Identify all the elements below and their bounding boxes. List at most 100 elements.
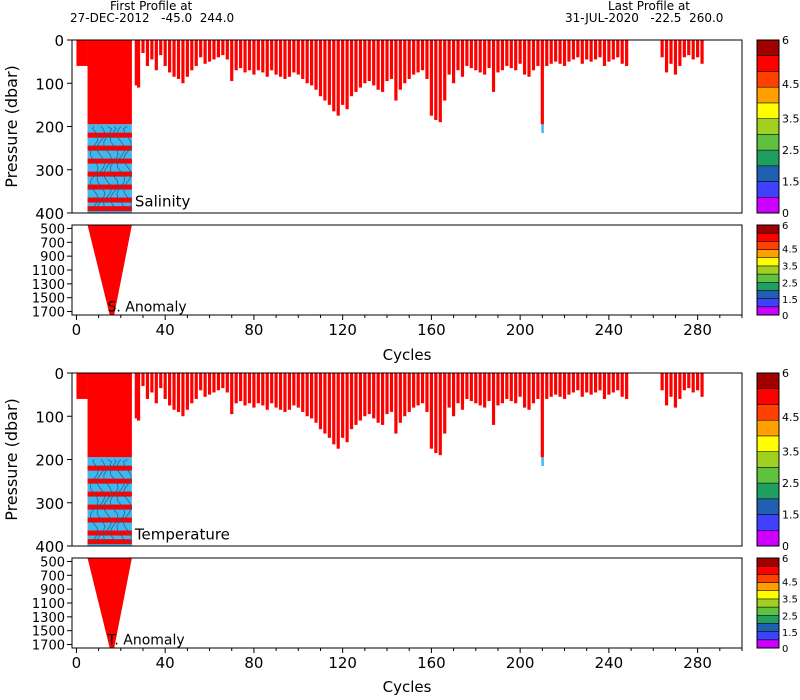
profile-bar (159, 373, 163, 389)
profile-bar (154, 373, 158, 404)
profile-bar (349, 40, 354, 97)
profile-bar (247, 40, 252, 71)
profile-bar (380, 40, 385, 92)
profile-bar (376, 373, 380, 423)
profile-bar (664, 40, 669, 73)
profile-bar (540, 40, 544, 125)
profile-bar (207, 373, 212, 395)
profile-bar (491, 373, 496, 425)
colorbar-upper-label: 2.5 (782, 477, 800, 490)
profile-bar (447, 373, 451, 408)
colorbar-swatch (756, 181, 780, 198)
profile-bar (522, 40, 527, 75)
colorbar-swatch (756, 574, 780, 583)
profile-bar (700, 373, 704, 397)
x-tick-label: 80 (244, 321, 263, 339)
profile-bar (292, 40, 296, 73)
profile-bar (150, 373, 154, 393)
profile-bar (509, 373, 513, 402)
colorbar-lower-label: 1.5 (782, 295, 798, 306)
profile-bar (447, 40, 451, 75)
profile-bar (616, 373, 620, 391)
profile-bar (318, 40, 323, 97)
profile-bar (168, 373, 172, 406)
profile-bar (598, 40, 602, 58)
colorbar-swatch (756, 404, 780, 421)
profile-bar (190, 40, 194, 71)
profile-bar (181, 373, 185, 417)
profile-bar (460, 373, 465, 410)
profile-bar (372, 40, 376, 86)
profile-bar (425, 373, 429, 412)
profile-bar (469, 373, 473, 402)
colorbar-swatch (756, 232, 780, 242)
early-red-stripe (87, 171, 132, 177)
colorbar-lower-label: 6 (782, 554, 788, 565)
profile-bar (389, 40, 394, 79)
profile-bar (571, 40, 575, 60)
profile-bar (434, 373, 438, 454)
upper-y-tick-label: 200 (35, 452, 64, 470)
profile-bar (270, 373, 274, 404)
profile-bar (678, 373, 682, 399)
profile-bar (465, 40, 469, 66)
colorbar-frame (756, 224, 780, 316)
profile-bar (332, 40, 336, 112)
colorbar-lower-label: 3.5 (782, 595, 798, 606)
profile-bar (420, 373, 425, 404)
colorbar-lower-label: 2.5 (782, 279, 798, 290)
profile-bar (669, 373, 673, 397)
profile-bar (403, 373, 407, 417)
profile-bar (456, 40, 460, 71)
lower-y-tick-label: 1100 (32, 597, 65, 612)
deep-profiles-block (87, 225, 132, 315)
profile-bar (239, 40, 243, 69)
colorbar-swatch (756, 257, 780, 267)
colorbar-upper-label: 2.5 (782, 144, 800, 157)
profile-bar (296, 40, 300, 75)
profile-bar (314, 40, 318, 90)
early-red-stripe (87, 530, 132, 536)
upper-y-tick-label: 400 (35, 538, 64, 556)
profile-bar (554, 373, 558, 395)
early-red-stripe (87, 491, 132, 497)
profile-bar (540, 373, 544, 458)
colorbar-swatch (756, 290, 780, 299)
profile-bar (168, 40, 172, 73)
profile-bar (172, 40, 176, 77)
early-red-stripe (87, 504, 132, 510)
colorbar-frame (756, 372, 780, 547)
colorbar-swatch (756, 598, 780, 608)
profile-bar (221, 373, 225, 389)
colorbar-swatch (756, 39, 780, 56)
profile-bar (394, 373, 398, 434)
profile-bar (567, 373, 571, 395)
profile-bar (256, 40, 260, 71)
early-profiles-red-block (87, 40, 132, 125)
early-profiles-red-block (87, 373, 132, 458)
profile-bar (416, 373, 420, 406)
profile-bar (301, 40, 305, 79)
profile-bar (239, 373, 243, 402)
profile-bar (687, 40, 691, 56)
profile-bar (682, 373, 686, 391)
profile-bar (345, 373, 349, 443)
profile-bar (514, 40, 518, 71)
profile-bar (500, 373, 504, 404)
profile-bar (345, 40, 349, 110)
profile-bar (536, 373, 540, 399)
profile-bar (221, 40, 225, 56)
colorbar-swatch (756, 530, 780, 547)
profile-bar (318, 373, 323, 430)
profile-bar (531, 40, 536, 71)
colorbar-swatch (756, 249, 780, 258)
colorbar-swatch (756, 86, 780, 104)
profile-bar (385, 373, 389, 415)
profile-bar (487, 40, 491, 69)
profile-bar (323, 373, 327, 434)
profile-bar (163, 40, 167, 66)
colorbar-upper-label: 3.5 (782, 113, 800, 126)
profile-bar (580, 373, 584, 397)
early-red-stripe (87, 517, 132, 523)
